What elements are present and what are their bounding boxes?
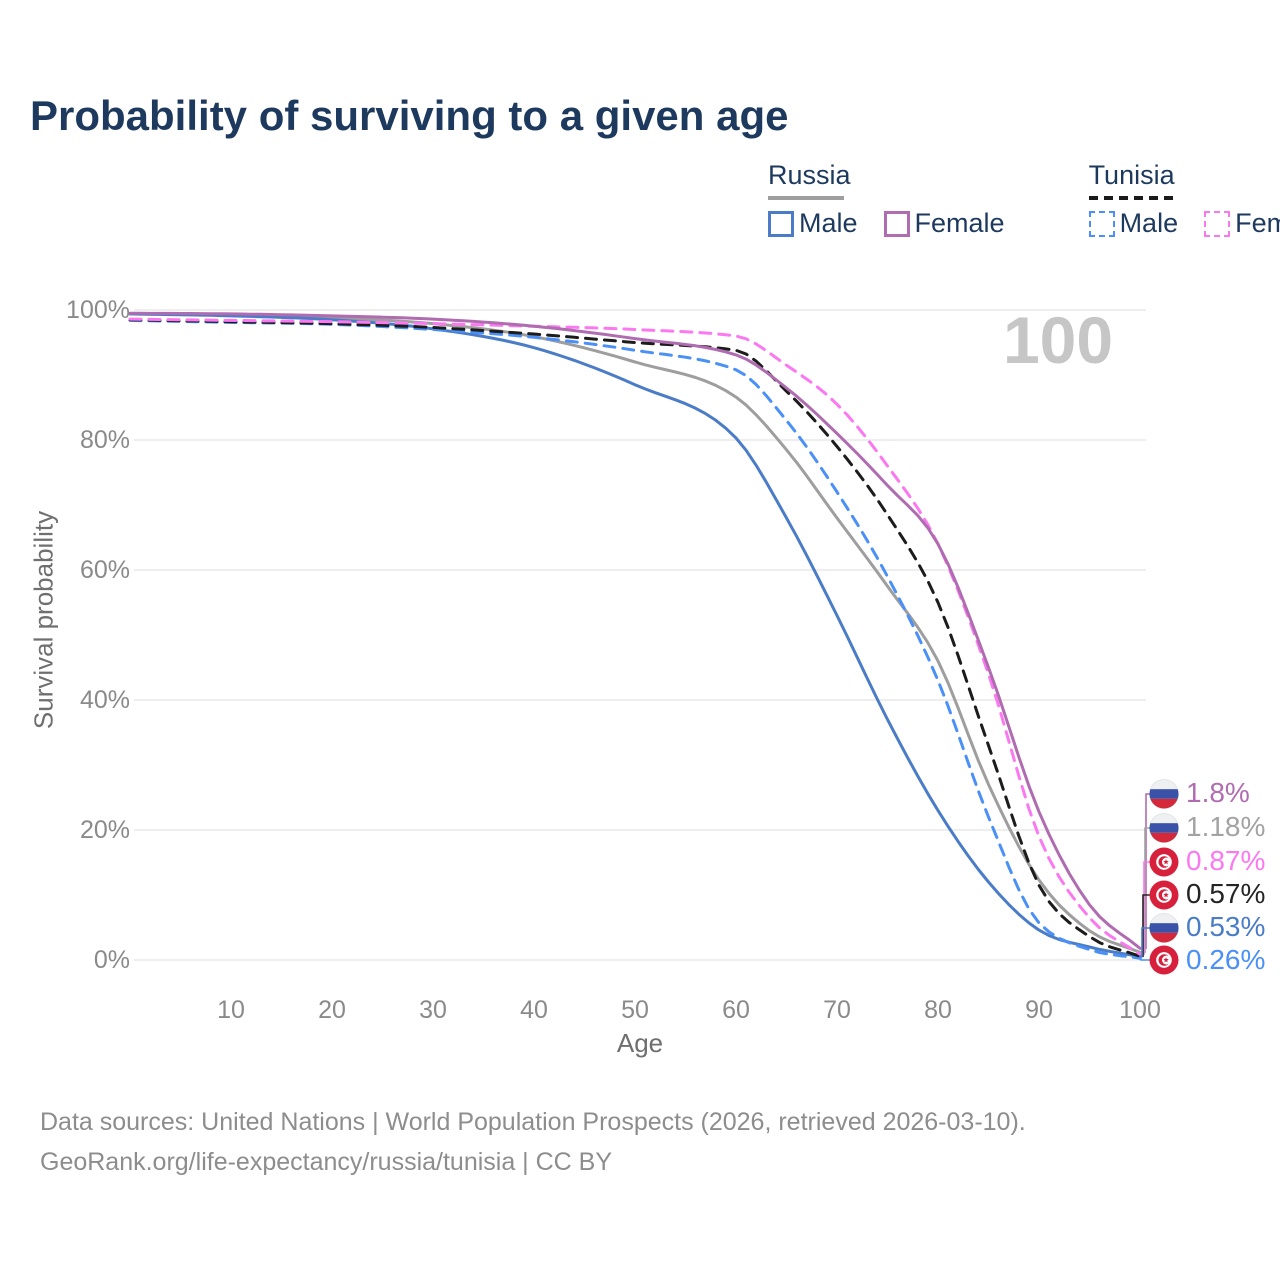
legend-group-russia: Russia Male Female xyxy=(768,160,1005,239)
tunisia-female-swatch xyxy=(1204,210,1231,237)
x-tick: 50 xyxy=(621,996,649,1024)
end-label-tunisia-male: 0.26% xyxy=(1186,944,1266,975)
russia-flag-icon xyxy=(1149,913,1179,943)
page-title: Probability of surviving to a given age xyxy=(30,92,789,139)
source-url[interactable]: GeoRank.org/life-expectancy/russia/tunis… xyxy=(40,1148,613,1176)
end-label-russia-total: 1.18% xyxy=(1186,811,1266,842)
y-tick: 60% xyxy=(79,556,130,584)
legend-russia-line-swatch xyxy=(768,196,844,200)
curve-russia-both-sexes-[interactable] xyxy=(128,312,1142,954)
legend: Russia Male Female Tunisia Male xyxy=(768,160,1280,239)
tunisia-flag-icon xyxy=(1149,880,1179,910)
tunisia-flag-icon xyxy=(1149,847,1179,877)
end-label-connector xyxy=(1140,927,1150,958)
russia-male-swatch xyxy=(768,210,794,237)
end-label-tunisia-female: 0.87% xyxy=(1186,845,1266,876)
x-tick: 60 xyxy=(722,996,750,1024)
end-label-russia-male: 0.53% xyxy=(1186,911,1266,942)
x-tick: 20 xyxy=(318,996,346,1024)
x-tick: 30 xyxy=(419,996,447,1024)
legend-item-tunisia-female[interactable]: Female xyxy=(1204,208,1280,239)
curve-tunisia-male[interactable] xyxy=(128,318,1142,960)
x-tick: 10 xyxy=(217,996,245,1024)
data-sources-note: Data sources: United Nations | World Pop… xyxy=(40,1108,1026,1136)
y-axis-label: Survival probability xyxy=(28,510,59,730)
russia-female-swatch xyxy=(883,210,910,237)
end-label-connector xyxy=(1140,957,1150,961)
russia-flag-icon xyxy=(1149,779,1179,809)
end-label-tunisia-total: 0.57% xyxy=(1186,878,1266,909)
russia-flag-icon xyxy=(1149,813,1179,843)
legend-group-tunisia: Tunisia Male Female xyxy=(1088,160,1280,239)
x-tick: 100 xyxy=(1119,996,1161,1024)
y-tick: 100% xyxy=(66,296,130,324)
legend-item-tunisia-male[interactable]: Male xyxy=(1088,208,1179,239)
x-tick: 40 xyxy=(520,996,548,1024)
x-tick: 70 xyxy=(823,996,851,1024)
tunisia-male-swatch xyxy=(1088,210,1115,237)
curve-russia-female[interactable] xyxy=(128,311,1142,950)
legend-item-label: Male xyxy=(1119,208,1179,238)
legend-tunisia-line-swatch xyxy=(1088,196,1175,200)
legend-country-tunisia: Tunisia xyxy=(1088,160,1175,190)
hovered-age-watermark: 100 xyxy=(1002,303,1114,377)
legend-item-label: Female xyxy=(1235,208,1280,238)
y-tick: 80% xyxy=(79,426,130,454)
curve-tunisia-both-sexes-[interactable] xyxy=(128,318,1142,958)
x-axis-label: Age xyxy=(616,1028,664,1058)
y-tick: 20% xyxy=(79,816,130,844)
legend-country-russia: Russia xyxy=(768,160,851,190)
y-tick: 0% xyxy=(93,946,130,974)
x-tick: 80 xyxy=(924,996,952,1024)
curve-tunisia-female[interactable] xyxy=(128,317,1142,956)
legend-item-russia-female[interactable]: Female xyxy=(883,208,1005,239)
legend-item-label: Female xyxy=(914,208,1005,238)
end-label-russia-female: 1.8% xyxy=(1186,777,1250,808)
tunisia-flag-icon xyxy=(1149,945,1179,975)
curve-russia-male[interactable] xyxy=(128,312,1142,959)
legend-item-russia-male[interactable]: Male xyxy=(768,208,858,239)
x-tick: 90 xyxy=(1025,996,1053,1024)
y-tick: 40% xyxy=(79,686,130,714)
legend-item-label: Male xyxy=(799,208,858,238)
